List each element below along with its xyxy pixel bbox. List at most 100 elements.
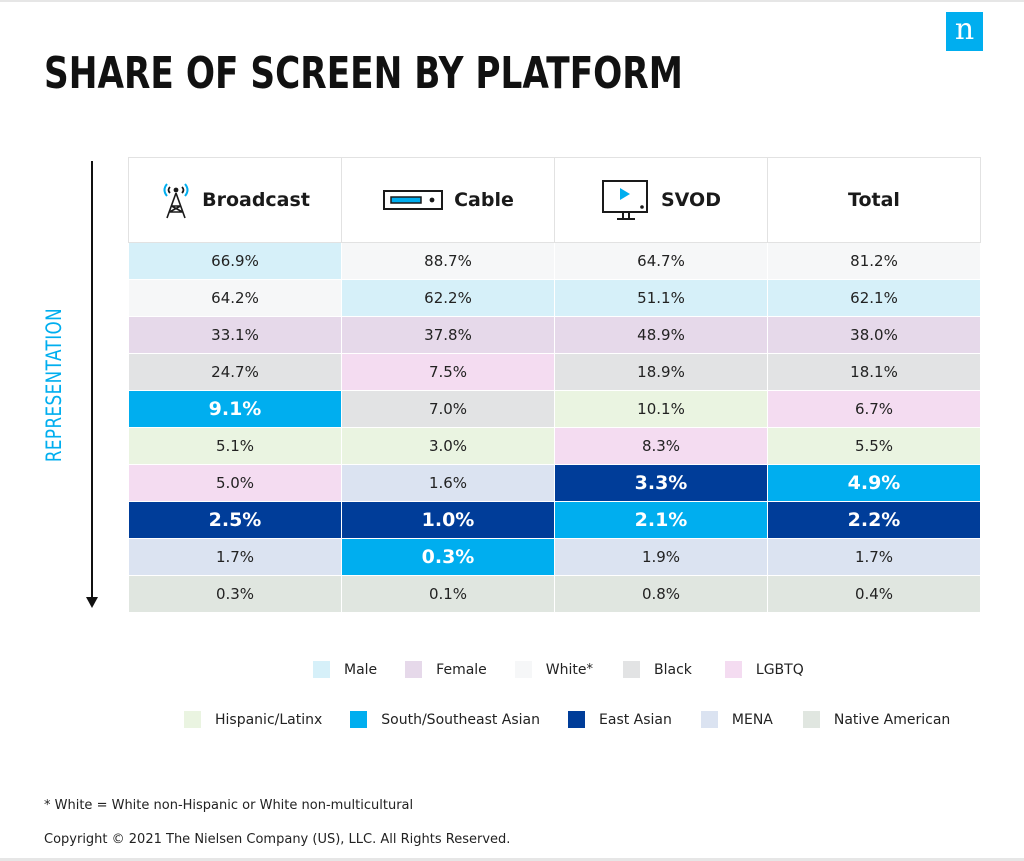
legend-row-1: Male Female White * Black LGBTQ xyxy=(313,661,804,678)
bottom-rule xyxy=(0,858,1024,861)
table-cell: 64.2% xyxy=(128,279,342,317)
legend-swatch xyxy=(700,711,718,728)
table-cell: 10.1% xyxy=(554,390,768,428)
table-cell: 81.2% xyxy=(767,242,981,280)
table-cell: 4.9% xyxy=(767,464,981,502)
column-header-broadcast: Broadcast xyxy=(128,157,342,243)
table-cell: 7.0% xyxy=(341,390,555,428)
table-cell: 2.1% xyxy=(554,501,768,539)
legend-item: LGBTQ xyxy=(724,661,804,678)
table-cell: 5.0% xyxy=(128,464,342,502)
table-row: 0.3% 0.1% 0.8% 0.4% xyxy=(128,575,981,613)
broadcast-tower-icon xyxy=(163,183,189,219)
legend-row-2: Hispanic/Latinx South/Southeast Asian East… xyxy=(184,711,950,728)
legend-swatch xyxy=(184,711,201,728)
arrow-down-icon xyxy=(86,597,98,608)
table-cell: 5.1% xyxy=(128,427,342,465)
table-cell: 3.3% xyxy=(554,464,768,502)
table-row: 5.1% 3.0% 8.3% 5.5% xyxy=(128,427,981,465)
table-cell: 64.7% xyxy=(554,242,768,280)
legend-item: East Asian xyxy=(568,711,672,728)
table-cell: 0.8% xyxy=(554,575,768,613)
table-cell: 3.0% xyxy=(341,427,555,465)
column-header-svod: SVOD xyxy=(554,157,768,243)
legend-swatch xyxy=(568,711,586,728)
table-cell: 0.3% xyxy=(128,575,342,613)
share-table: Broadcast Cable xyxy=(128,157,981,613)
table-cell: 1.9% xyxy=(554,538,768,576)
cable-box-icon xyxy=(383,190,444,210)
legend-swatch xyxy=(350,711,368,728)
table-cell: 37.8% xyxy=(341,316,555,354)
column-header-label: SVOD xyxy=(661,189,721,211)
table-cell: 7.5% xyxy=(341,353,555,391)
table-cell: 33.1% xyxy=(128,316,342,354)
table-cell: 24.7% xyxy=(128,353,342,391)
column-header-label: Cable xyxy=(454,189,514,211)
table-cell: 0.3% xyxy=(341,538,555,576)
table-cell: 0.1% xyxy=(341,575,555,613)
table-cell: 18.9% xyxy=(554,353,768,391)
table-cell: 88.7% xyxy=(341,242,555,280)
legend-item: Native American xyxy=(802,711,951,728)
legend-swatch xyxy=(724,661,742,678)
column-header-label: Total xyxy=(848,189,900,211)
representation-axis-line xyxy=(91,161,93,598)
legend-item: Hispanic/Latinx xyxy=(184,711,322,728)
legend-item: Black xyxy=(623,661,692,678)
table-row: 1.7% 0.3% 1.9% 1.7% xyxy=(128,538,981,576)
legend-swatch xyxy=(802,711,820,728)
table-cell: 2.2% xyxy=(767,501,981,539)
table-cell: 62.2% xyxy=(341,279,555,317)
table-cell: 62.1% xyxy=(767,279,981,317)
table-cell: 1.7% xyxy=(767,538,981,576)
legend-item: Male xyxy=(313,661,377,678)
table-cell: 6.7% xyxy=(767,390,981,428)
column-header-label: Broadcast xyxy=(202,189,310,211)
legend-label: LGBTQ xyxy=(755,661,804,678)
table-cell: 1.7% xyxy=(128,538,342,576)
legend-swatch xyxy=(313,661,330,678)
legend-swatch xyxy=(514,661,532,678)
footnote: * White = White non-Hispanic or White no… xyxy=(44,798,414,813)
legend-item: Female xyxy=(405,661,487,678)
table-row: 9.1% 7.0% 10.1% 6.7% xyxy=(128,390,981,428)
legend-label: Hispanic/Latinx xyxy=(215,711,323,728)
column-header-cable: Cable xyxy=(341,157,555,243)
top-rule xyxy=(0,0,1024,2)
table-cell: 18.1% xyxy=(767,353,981,391)
legend-label: Black xyxy=(654,661,692,678)
table-header-row: Broadcast Cable xyxy=(128,157,981,243)
table-row: 33.1% 37.8% 48.9% 38.0% xyxy=(128,316,981,354)
copyright: Copyright © 2021 The Nielsen Company (US… xyxy=(44,832,511,847)
legend-footnote-mark: * xyxy=(586,662,594,677)
legend-label: Native American xyxy=(833,711,951,728)
svod-monitor-icon xyxy=(602,180,648,220)
table-cell: 38.0% xyxy=(767,316,981,354)
legend-label: MENA xyxy=(731,711,773,728)
table-cell: 48.9% xyxy=(554,316,768,354)
legend-item: MENA xyxy=(700,711,773,728)
table-cell: 5.5% xyxy=(767,427,981,465)
column-header-total: Total xyxy=(767,157,981,243)
legend-swatch xyxy=(405,661,423,678)
table-cell: 1.6% xyxy=(341,464,555,502)
legend-label: South/Southeast Asian xyxy=(381,711,541,728)
legend-label: Male xyxy=(344,661,378,678)
legend-label: East Asian xyxy=(599,711,672,728)
table-row: 66.9% 88.7% 64.7% 81.2% xyxy=(128,242,981,280)
legend-label: Female xyxy=(436,661,487,678)
axis-label: REPRESENTATION xyxy=(42,307,66,463)
table-row: 5.0% 1.6% 3.3% 4.9% xyxy=(128,464,981,502)
chart-title: SHARE OF SCREEN BY PLATFORM xyxy=(44,48,683,99)
table-cell: 9.1% xyxy=(128,390,342,428)
table-cell: 0.4% xyxy=(767,575,981,613)
table-body: 66.9% 88.7% 64.7% 81.2% 64.2% 62.2% 51.1% 62.1%… xyxy=(128,242,981,613)
table-cell: 1.0% xyxy=(341,501,555,539)
legend-item: White * xyxy=(514,661,594,678)
table-cell: 8.3% xyxy=(554,427,768,465)
table-cell: 2.5% xyxy=(128,501,342,539)
table-row: 2.5% 1.0% 2.1% 2.2% xyxy=(128,501,981,539)
table-cell: 66.9% xyxy=(128,242,342,280)
legend-swatch xyxy=(623,661,641,678)
